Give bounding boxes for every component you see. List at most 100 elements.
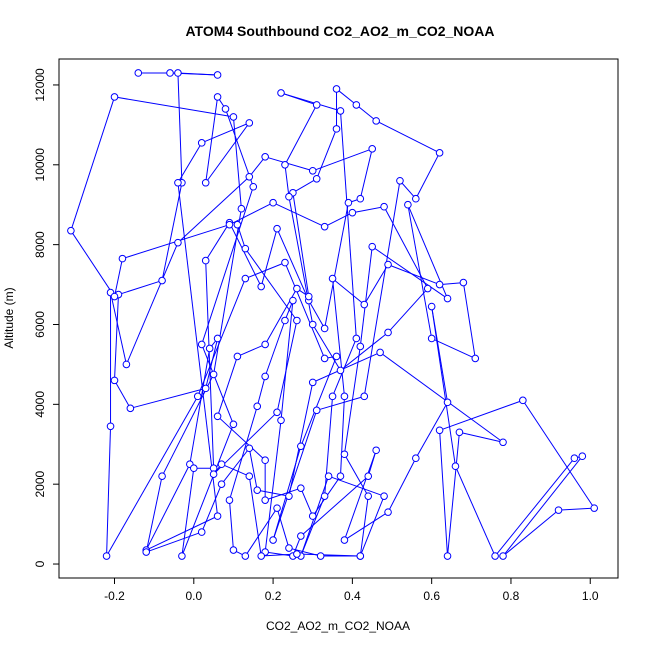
x-axis: -0.2 0.0 0.2 0.4 0.6 0.8 1.0 [104, 578, 599, 603]
series-segment [352, 206, 385, 214]
series-segment [522, 400, 595, 509]
series-segment [70, 230, 115, 297]
data-point [261, 456, 269, 465]
series-segment [312, 351, 381, 383]
data-point [201, 256, 210, 265]
series-segment [439, 282, 464, 286]
series-segment [276, 507, 290, 549]
data-point [312, 101, 321, 109]
y-tick-label: 4000 [33, 391, 47, 418]
series-segment [359, 246, 373, 347]
data-point [293, 284, 301, 293]
data-point [412, 454, 420, 463]
series-segment [387, 264, 440, 286]
series-segment [454, 466, 496, 557]
data-point [336, 107, 345, 115]
series-segment [447, 432, 460, 557]
series-segment [359, 496, 369, 557]
data-point [201, 384, 210, 393]
series-segment [177, 72, 183, 183]
data-point [110, 93, 119, 101]
series-segment [177, 176, 250, 244]
data-point [281, 258, 289, 267]
data-point [360, 392, 369, 401]
data-point [273, 504, 281, 512]
data-point [197, 139, 206, 147]
data-point [245, 119, 254, 127]
data-point [304, 292, 313, 301]
data-point [404, 200, 412, 209]
series-segment [280, 300, 294, 421]
series-segment [387, 458, 417, 513]
series-segment [343, 346, 361, 455]
series-segment [201, 483, 223, 533]
x-tick-label: 0.8 [503, 589, 520, 603]
series-segment [229, 222, 262, 287]
y-tick-label: 6000 [33, 311, 47, 338]
data-point [213, 512, 222, 520]
data-point [312, 406, 321, 415]
series-segment [300, 356, 337, 447]
series-segment [114, 294, 119, 381]
data-point [360, 300, 369, 309]
series-segment [130, 387, 206, 409]
data-point [245, 472, 254, 480]
data-point [435, 280, 444, 289]
data-point [328, 274, 337, 283]
data-point [257, 282, 265, 291]
data-point [384, 328, 392, 337]
series-segment [248, 156, 266, 178]
series-segment [146, 531, 202, 553]
data-point [356, 194, 365, 203]
series-segment [205, 96, 219, 183]
data-point [590, 504, 599, 512]
series-segment [276, 228, 310, 301]
data-point [380, 202, 388, 211]
data-point [412, 194, 420, 203]
data-point [102, 552, 111, 560]
series-segment [114, 96, 234, 118]
data-point [344, 198, 353, 207]
data-point [364, 472, 373, 480]
data-point [372, 117, 380, 125]
series-segment [201, 122, 250, 144]
series-segment [146, 515, 218, 551]
data-point [324, 472, 333, 480]
data-point [328, 392, 337, 401]
series-segment [236, 224, 246, 249]
series-segment [332, 278, 365, 305]
data-point [277, 416, 285, 425]
data-point [376, 348, 384, 357]
series-segment [431, 338, 476, 359]
data-point [142, 548, 151, 556]
data-point [217, 480, 226, 488]
data-point [384, 508, 392, 516]
data-point [289, 296, 297, 305]
data-point [332, 352, 341, 361]
series-segment [145, 463, 191, 551]
series-segment [201, 186, 254, 345]
series-segment [125, 242, 179, 365]
data-point [189, 464, 198, 473]
data-point [320, 222, 329, 231]
data-point [158, 472, 166, 480]
y-tick-label: 8000 [33, 231, 47, 258]
series-segment [312, 148, 373, 172]
series-segment [189, 348, 211, 465]
data-point [356, 552, 365, 560]
data-point [213, 71, 222, 79]
data-point [174, 69, 182, 77]
x-tick-label: 0.0 [185, 589, 202, 603]
series-segment [316, 128, 337, 179]
data-point [269, 198, 277, 207]
series-segment [328, 475, 385, 497]
x-axis-label: CO2_AO2_m_CO2_NOAA [266, 619, 410, 633]
data-point [499, 438, 507, 447]
data-point [423, 284, 432, 293]
data-point [320, 354, 329, 363]
series-segment [399, 180, 417, 200]
series-segment [558, 507, 595, 511]
data-point [178, 552, 186, 560]
series-segment [502, 455, 583, 557]
data-point [308, 320, 317, 329]
